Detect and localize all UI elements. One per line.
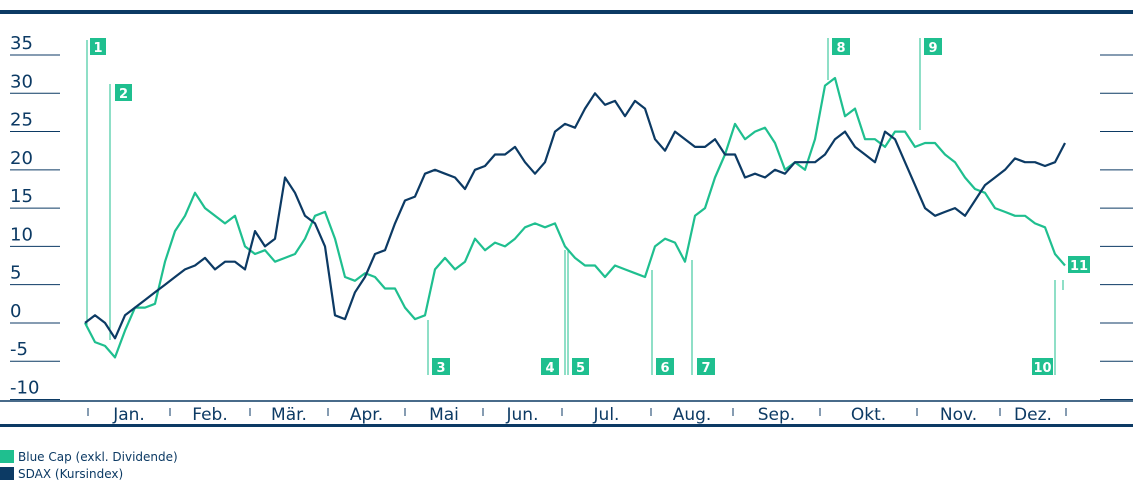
y-tick-label: 30 [10, 71, 33, 92]
bottom-border [0, 424, 1133, 427]
x-tick-label: Apr. [350, 405, 383, 425]
annotation-box [432, 358, 450, 375]
y-tick-label: -10 [10, 378, 39, 399]
x-tick-label: Sep. [758, 405, 795, 425]
annotation-box [115, 84, 132, 101]
annotation-label: 7 [701, 361, 710, 376]
annotation-label: 6 [660, 361, 669, 376]
annotation-box [656, 358, 674, 375]
x-tick-label: Mär. [271, 405, 307, 425]
annotation-label: 10 [1033, 361, 1051, 376]
top-border [0, 10, 1133, 14]
y-tick-label: 0 [10, 301, 21, 322]
legend-swatch [0, 467, 14, 480]
x-tick-label: Dez. [1014, 405, 1052, 425]
annotation-box [924, 38, 942, 55]
y-tick-label: 25 [10, 110, 33, 131]
x-tick-label: Feb. [192, 405, 228, 425]
annotation-label: 8 [836, 41, 845, 56]
annotation-box [697, 358, 715, 375]
annotation-box [90, 38, 106, 55]
y-tick-label: 35 [10, 33, 33, 54]
y-tick-label: 10 [10, 224, 33, 245]
annotation-box [832, 38, 850, 55]
y-tick-label: 20 [10, 148, 33, 169]
annotation-label: 3 [436, 361, 445, 376]
y-tick-label: 5 [10, 263, 21, 284]
annotation-label: 11 [1070, 259, 1088, 274]
series-line [84, 76, 1066, 359]
annotation-label: 1 [93, 41, 102, 56]
x-tick-label: Jan. [112, 405, 145, 425]
legend-swatch [0, 450, 14, 463]
legend-label: SDAX (Kursindex) [18, 467, 123, 481]
legend-label: Blue Cap (exkl. Dividende) [18, 450, 178, 464]
x-tick-label: Jun. [506, 405, 539, 425]
annotation-label: 4 [545, 361, 554, 376]
x-tick-label: Mai [429, 405, 459, 425]
y-tick-label: 15 [10, 186, 33, 207]
annotation-label: 9 [928, 41, 937, 56]
annotation-box [572, 358, 589, 375]
y-tick-label: -5 [10, 339, 28, 360]
annotation-label: 2 [119, 87, 128, 102]
annotation-box [1068, 256, 1090, 273]
annotation-label: 5 [576, 361, 585, 376]
x-tick-label: Okt. [851, 405, 886, 425]
x-tick-label: Jul. [593, 405, 620, 425]
annotation-box [1032, 358, 1053, 375]
series-line [84, 92, 1066, 340]
annotation-box [541, 358, 559, 375]
x-tick-label: Aug. [673, 405, 712, 425]
x-tick-label: Nov. [940, 405, 977, 425]
